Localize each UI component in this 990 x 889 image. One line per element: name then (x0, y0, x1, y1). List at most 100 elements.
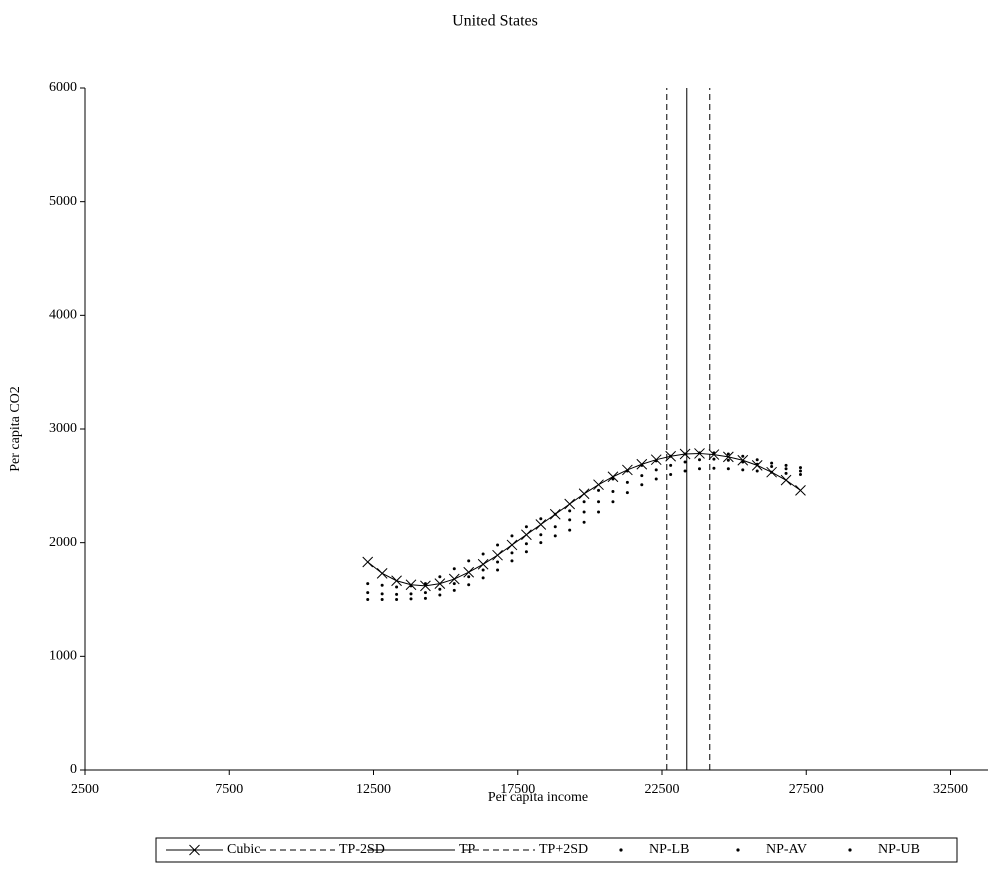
marker (448, 573, 460, 585)
x-tick-label: 12500 (356, 782, 391, 797)
x-tick-label: 2500 (71, 782, 99, 797)
np-point (467, 559, 471, 563)
y-tick-label: 1000 (49, 649, 77, 664)
np-point (770, 470, 774, 474)
np-point (741, 460, 745, 464)
np-point (524, 550, 528, 554)
np-point (481, 568, 485, 572)
np-point (798, 466, 802, 470)
np-point (582, 520, 586, 524)
np-point (611, 490, 615, 494)
np-point (669, 463, 673, 467)
np-point (784, 471, 788, 475)
np-point (654, 468, 658, 472)
np-point (640, 474, 644, 478)
x-tick-label: 22500 (644, 782, 679, 797)
np-point (481, 576, 485, 580)
np-point (712, 451, 716, 455)
np-point (438, 587, 442, 591)
np-point (726, 452, 730, 456)
np-point (611, 500, 615, 504)
np-point (539, 541, 543, 545)
np-point (409, 584, 413, 588)
marker (708, 449, 720, 460)
marker (362, 556, 374, 568)
np-point (524, 525, 528, 529)
y-tick-label: 6000 (49, 80, 77, 95)
np-point (553, 512, 557, 516)
y-axis-label: Per capita CO2 (8, 386, 23, 472)
marker (521, 529, 532, 541)
np-point (553, 525, 557, 529)
np-point (366, 598, 370, 601)
marker (391, 575, 402, 587)
np-point (784, 467, 788, 471)
marker (564, 498, 576, 510)
np-point (423, 596, 427, 600)
legend-label: NP-AV (766, 842, 807, 857)
x-tick-label: 32500 (933, 782, 968, 797)
np-point (423, 582, 427, 586)
np-point (395, 598, 399, 601)
marker (795, 485, 806, 496)
np-point (712, 466, 716, 470)
np-point (654, 477, 658, 481)
marker (477, 558, 489, 570)
np-point (438, 593, 442, 597)
np-point (798, 472, 802, 476)
np-point (640, 483, 644, 487)
np-point (755, 469, 759, 473)
np-point (654, 459, 658, 463)
np-point (640, 463, 644, 467)
y-tick-label: 3000 (49, 421, 77, 436)
np-point (669, 472, 673, 476)
legend-symbol (848, 848, 852, 852)
x-tick-label: 27500 (789, 782, 824, 797)
np-point (726, 458, 730, 462)
y-tick-label: 2000 (49, 535, 77, 550)
legend-box (155, 837, 958, 863)
np-point (452, 567, 456, 571)
np-point (784, 463, 788, 467)
legend-marker (189, 844, 200, 856)
marker (722, 451, 734, 463)
np-point (582, 500, 586, 504)
series-line (367, 452, 801, 587)
np-point (568, 518, 572, 522)
np-point (597, 488, 601, 492)
np-point (539, 517, 543, 521)
marker (607, 471, 619, 483)
np-point (669, 454, 673, 458)
marker (376, 568, 388, 579)
np-point (467, 583, 471, 587)
marker (506, 539, 518, 551)
x-axis-label: Per capita income (488, 790, 588, 805)
np-point (366, 582, 370, 586)
np-point (611, 477, 615, 481)
np-point (683, 460, 687, 464)
marker (780, 474, 792, 486)
np-point (481, 552, 485, 556)
np-point (524, 542, 528, 546)
np-point (409, 592, 413, 596)
np-point (568, 509, 572, 513)
np-point (452, 588, 456, 592)
legend-label: TP+2SD (539, 842, 588, 857)
np-point (698, 451, 702, 455)
np-point (770, 465, 774, 469)
marker (492, 549, 503, 561)
np-point (741, 454, 745, 458)
np-point (698, 467, 702, 471)
legend-label: Cubic (227, 842, 260, 857)
marker (420, 580, 431, 592)
np-point (568, 528, 572, 532)
np-point (597, 500, 601, 504)
marker (593, 479, 604, 491)
np-point (597, 510, 601, 514)
np-point (726, 467, 730, 471)
np-point (625, 491, 629, 495)
np-point (625, 469, 629, 473)
y-tick-label: 0 (70, 762, 77, 777)
